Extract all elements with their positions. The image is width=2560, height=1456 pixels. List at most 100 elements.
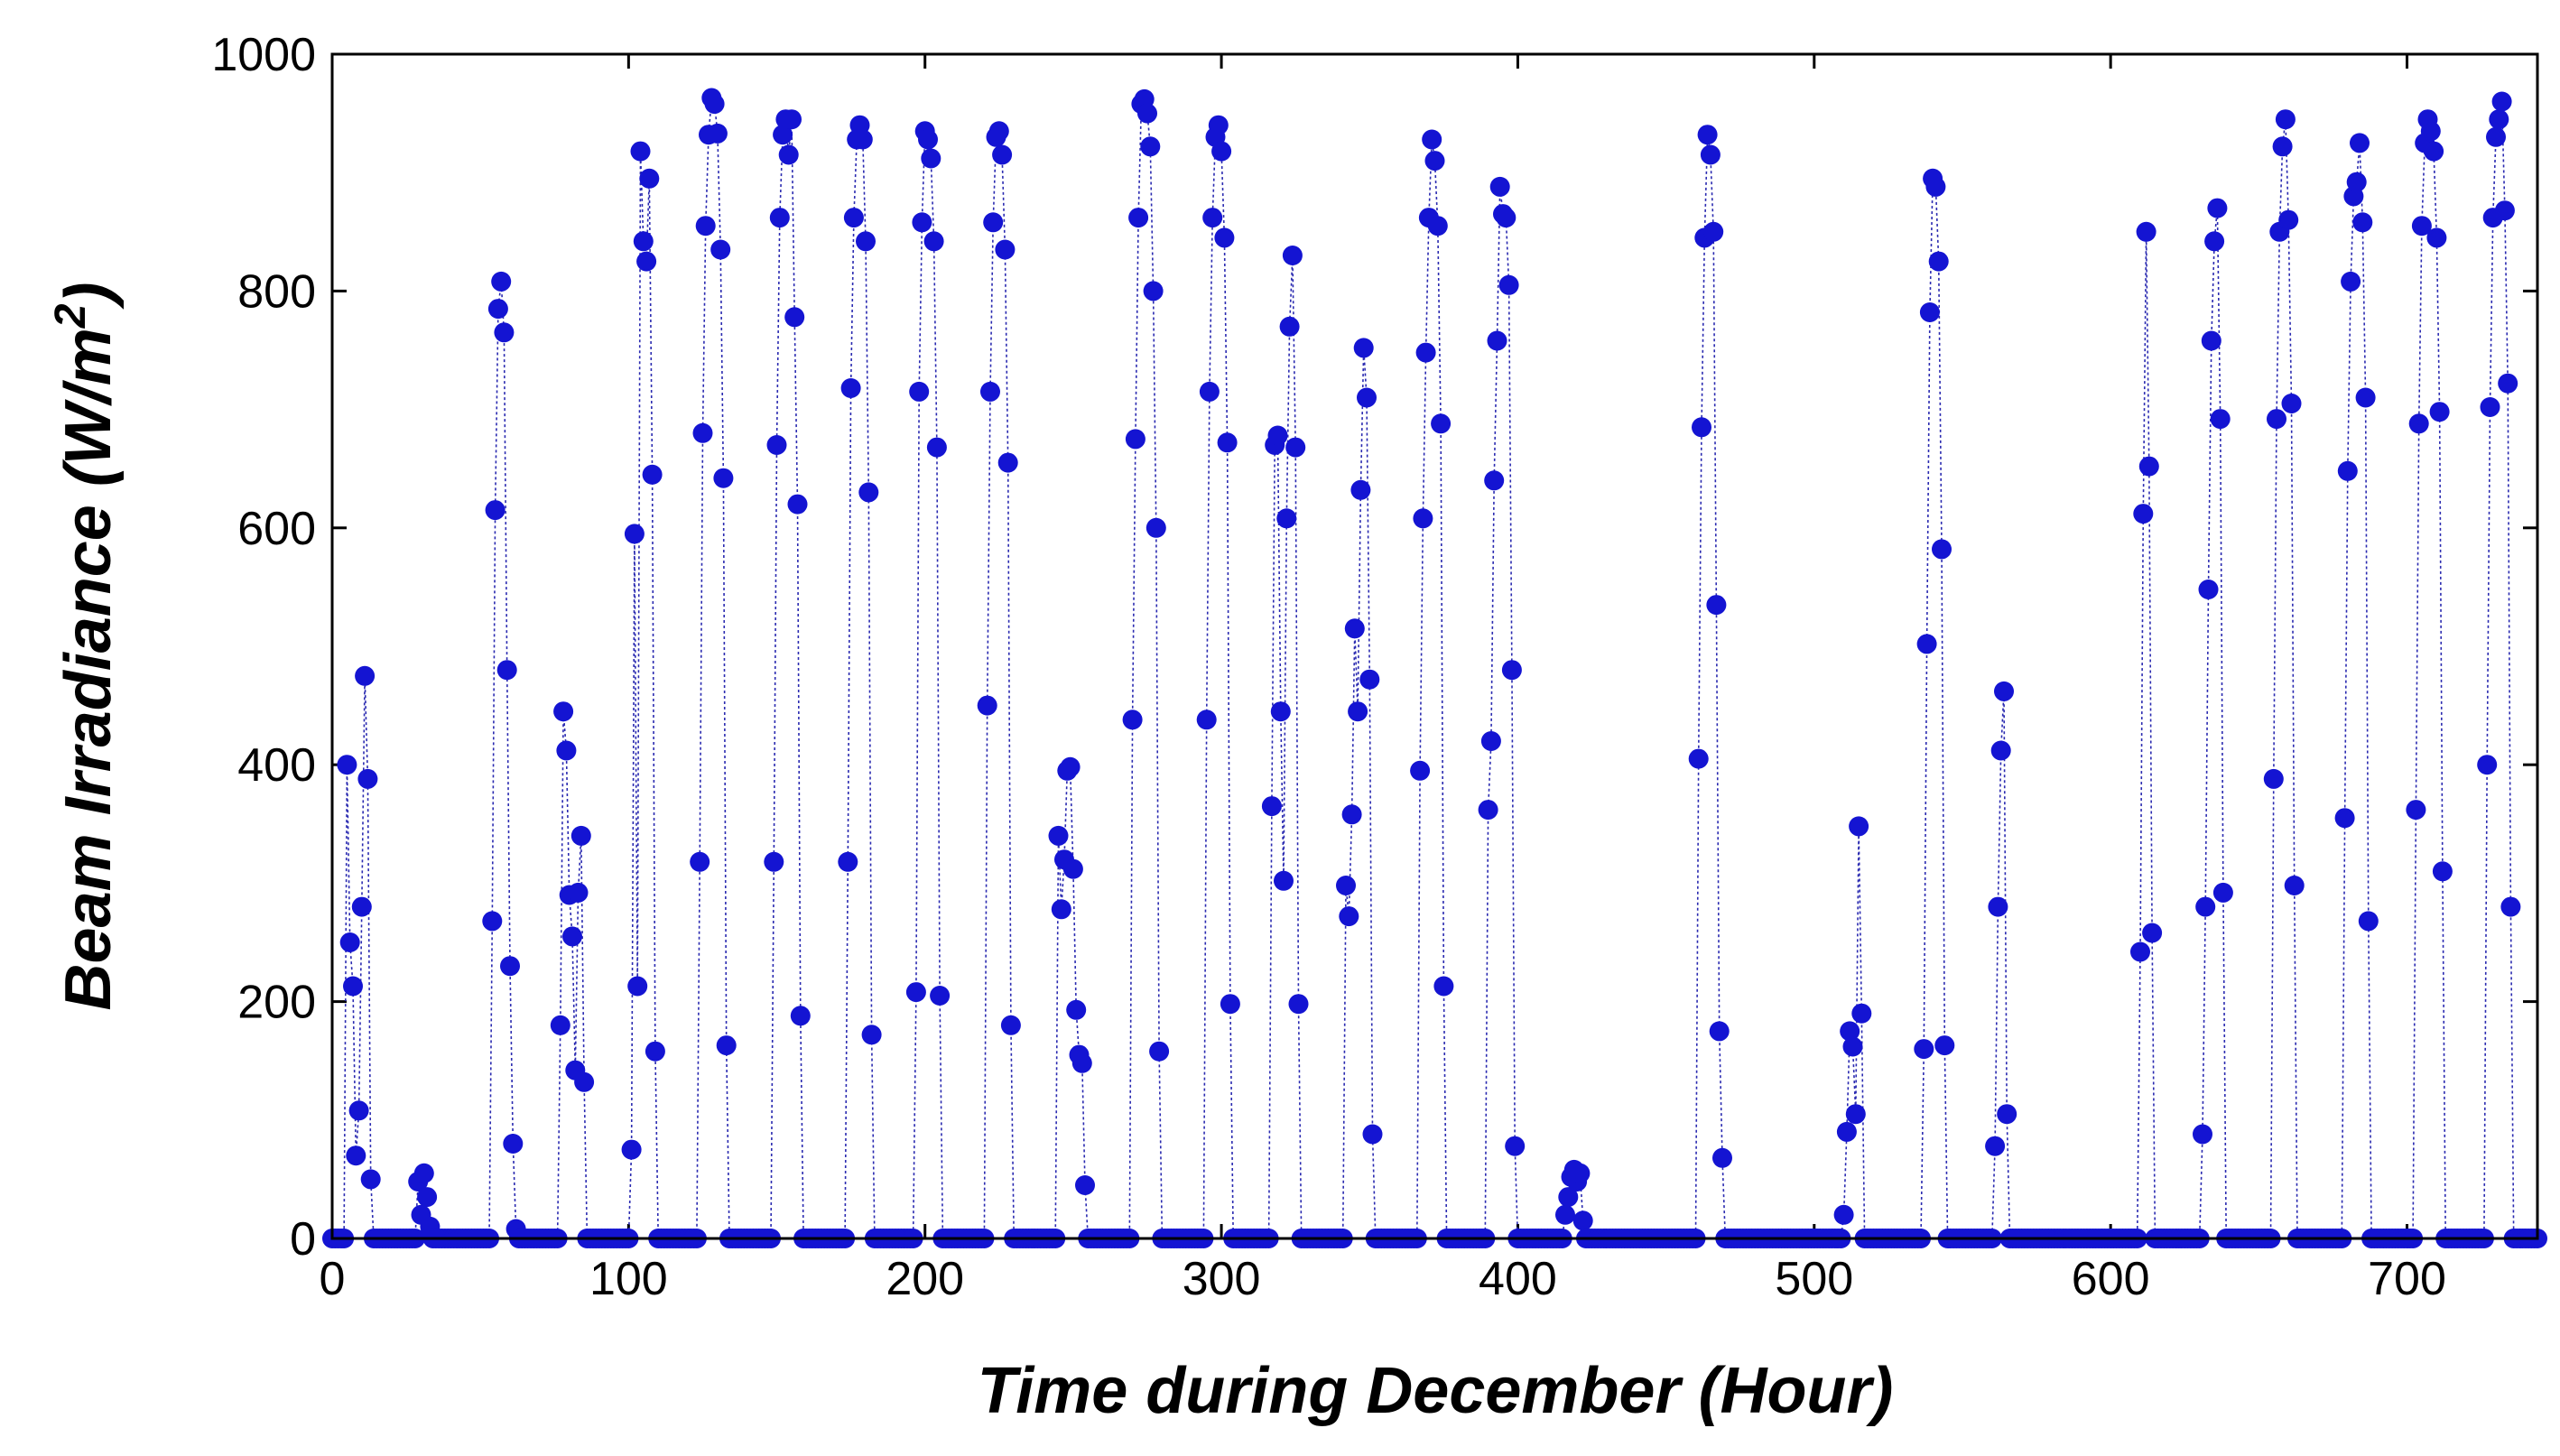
data-point: [784, 307, 805, 328]
y-axis-title: Beam Irradiance (W/m2): [47, 283, 125, 1011]
data-point: [1276, 508, 1297, 529]
data-point: [2432, 861, 2453, 882]
data-point: [1344, 618, 1365, 639]
data-point: [856, 231, 876, 252]
data-point: [1357, 387, 1377, 408]
y-tick-label: 0: [290, 1213, 316, 1266]
data-point: [1125, 429, 1146, 450]
data-point: [782, 109, 802, 130]
data-point: [852, 129, 873, 150]
data-point: [1505, 1136, 1526, 1156]
data-point: [2142, 923, 2163, 943]
data-point: [1851, 1003, 1872, 1024]
data-point: [1220, 994, 1240, 1015]
data-point: [1934, 1035, 1955, 1056]
data-point: [556, 740, 577, 761]
data-point: [1572, 1210, 1593, 1231]
data-point: [496, 660, 517, 681]
x-tick-label: 400: [1479, 1253, 1557, 1305]
x-tick-label: 100: [589, 1253, 668, 1305]
data-point: [494, 322, 515, 343]
data-point: [1919, 302, 1940, 322]
series-lines: [332, 95, 2537, 1239]
data-point: [1279, 316, 1300, 337]
data-point: [1928, 251, 1949, 272]
data-point: [1431, 413, 1452, 434]
data-point: [1700, 144, 1721, 165]
data-point: [1274, 870, 1294, 891]
data-point: [1706, 595, 1727, 616]
data-point: [1840, 1021, 1860, 1042]
data-point: [2210, 409, 2231, 430]
data-point: [630, 141, 651, 162]
data-point: [840, 378, 861, 398]
data-point: [1988, 896, 2008, 917]
data-point: [500, 956, 520, 977]
data-point: [2489, 109, 2509, 130]
data-point: [858, 482, 879, 503]
data-point: [923, 231, 944, 252]
data-point: [636, 251, 657, 272]
data-point: [1359, 669, 1380, 690]
data-point: [2284, 876, 2305, 895]
data-point: [1688, 748, 1709, 769]
data-point: [2420, 121, 2441, 142]
data-point: [1196, 709, 1217, 730]
data-point: [1433, 976, 1454, 997]
data-point: [1051, 899, 1071, 920]
data-point: [639, 168, 660, 189]
x-tick-label: 700: [2368, 1253, 2446, 1305]
data-point: [766, 435, 787, 455]
data-point: [1555, 1204, 1575, 1225]
data-point: [624, 524, 645, 544]
data-point: [716, 1035, 737, 1056]
data-point: [1712, 1147, 1732, 1168]
data-point: [2272, 136, 2293, 157]
data-point: [1146, 517, 1166, 538]
data-point: [1199, 381, 1220, 402]
data-point: [918, 129, 938, 150]
data-point: [695, 216, 716, 236]
data-point: [787, 494, 808, 515]
data-point: [2429, 402, 2450, 422]
data-point: [1353, 338, 1374, 358]
data-point: [2138, 456, 2159, 477]
data-point: [351, 896, 372, 917]
data-point: [1288, 994, 1309, 1015]
data-point: [562, 926, 582, 947]
data-point: [926, 437, 947, 458]
data-point: [2281, 394, 2302, 413]
data-point: [2267, 409, 2286, 430]
data-point: [2193, 1124, 2212, 1145]
data-point: [1000, 1015, 1021, 1035]
data-point: [980, 381, 1000, 402]
data-point: [2411, 216, 2432, 236]
data-point: [1692, 417, 1711, 438]
data-point: [1137, 103, 1157, 124]
data-point: [1071, 1053, 1092, 1073]
data-point: [1496, 208, 1517, 228]
plot-frame: [330, 52, 2539, 1240]
data-point: [707, 123, 728, 144]
data-point: [1336, 876, 1356, 895]
data-point: [2136, 221, 2157, 242]
data-point: [1362, 1124, 1383, 1145]
data-point: [713, 468, 734, 488]
data-point: [861, 1025, 882, 1045]
data-point: [413, 1163, 434, 1183]
data-point: [1267, 425, 1288, 446]
x-tick-label: 300: [1183, 1253, 1261, 1305]
data-point: [1478, 800, 1498, 821]
data-point: [1282, 246, 1303, 265]
data-point: [2350, 133, 2370, 153]
data-point: [790, 1006, 811, 1026]
data-point: [1985, 1136, 2006, 1156]
data-point: [417, 1187, 438, 1208]
data-point: [2424, 141, 2444, 162]
y-tick-labels: 0 200 400 600 800 1000: [211, 29, 316, 1266]
x-tick-label: 0: [320, 1253, 346, 1305]
data-point: [2406, 800, 2426, 821]
data-point: [1140, 136, 1161, 157]
data-point: [1350, 479, 1371, 500]
data-point: [1558, 1187, 1579, 1208]
